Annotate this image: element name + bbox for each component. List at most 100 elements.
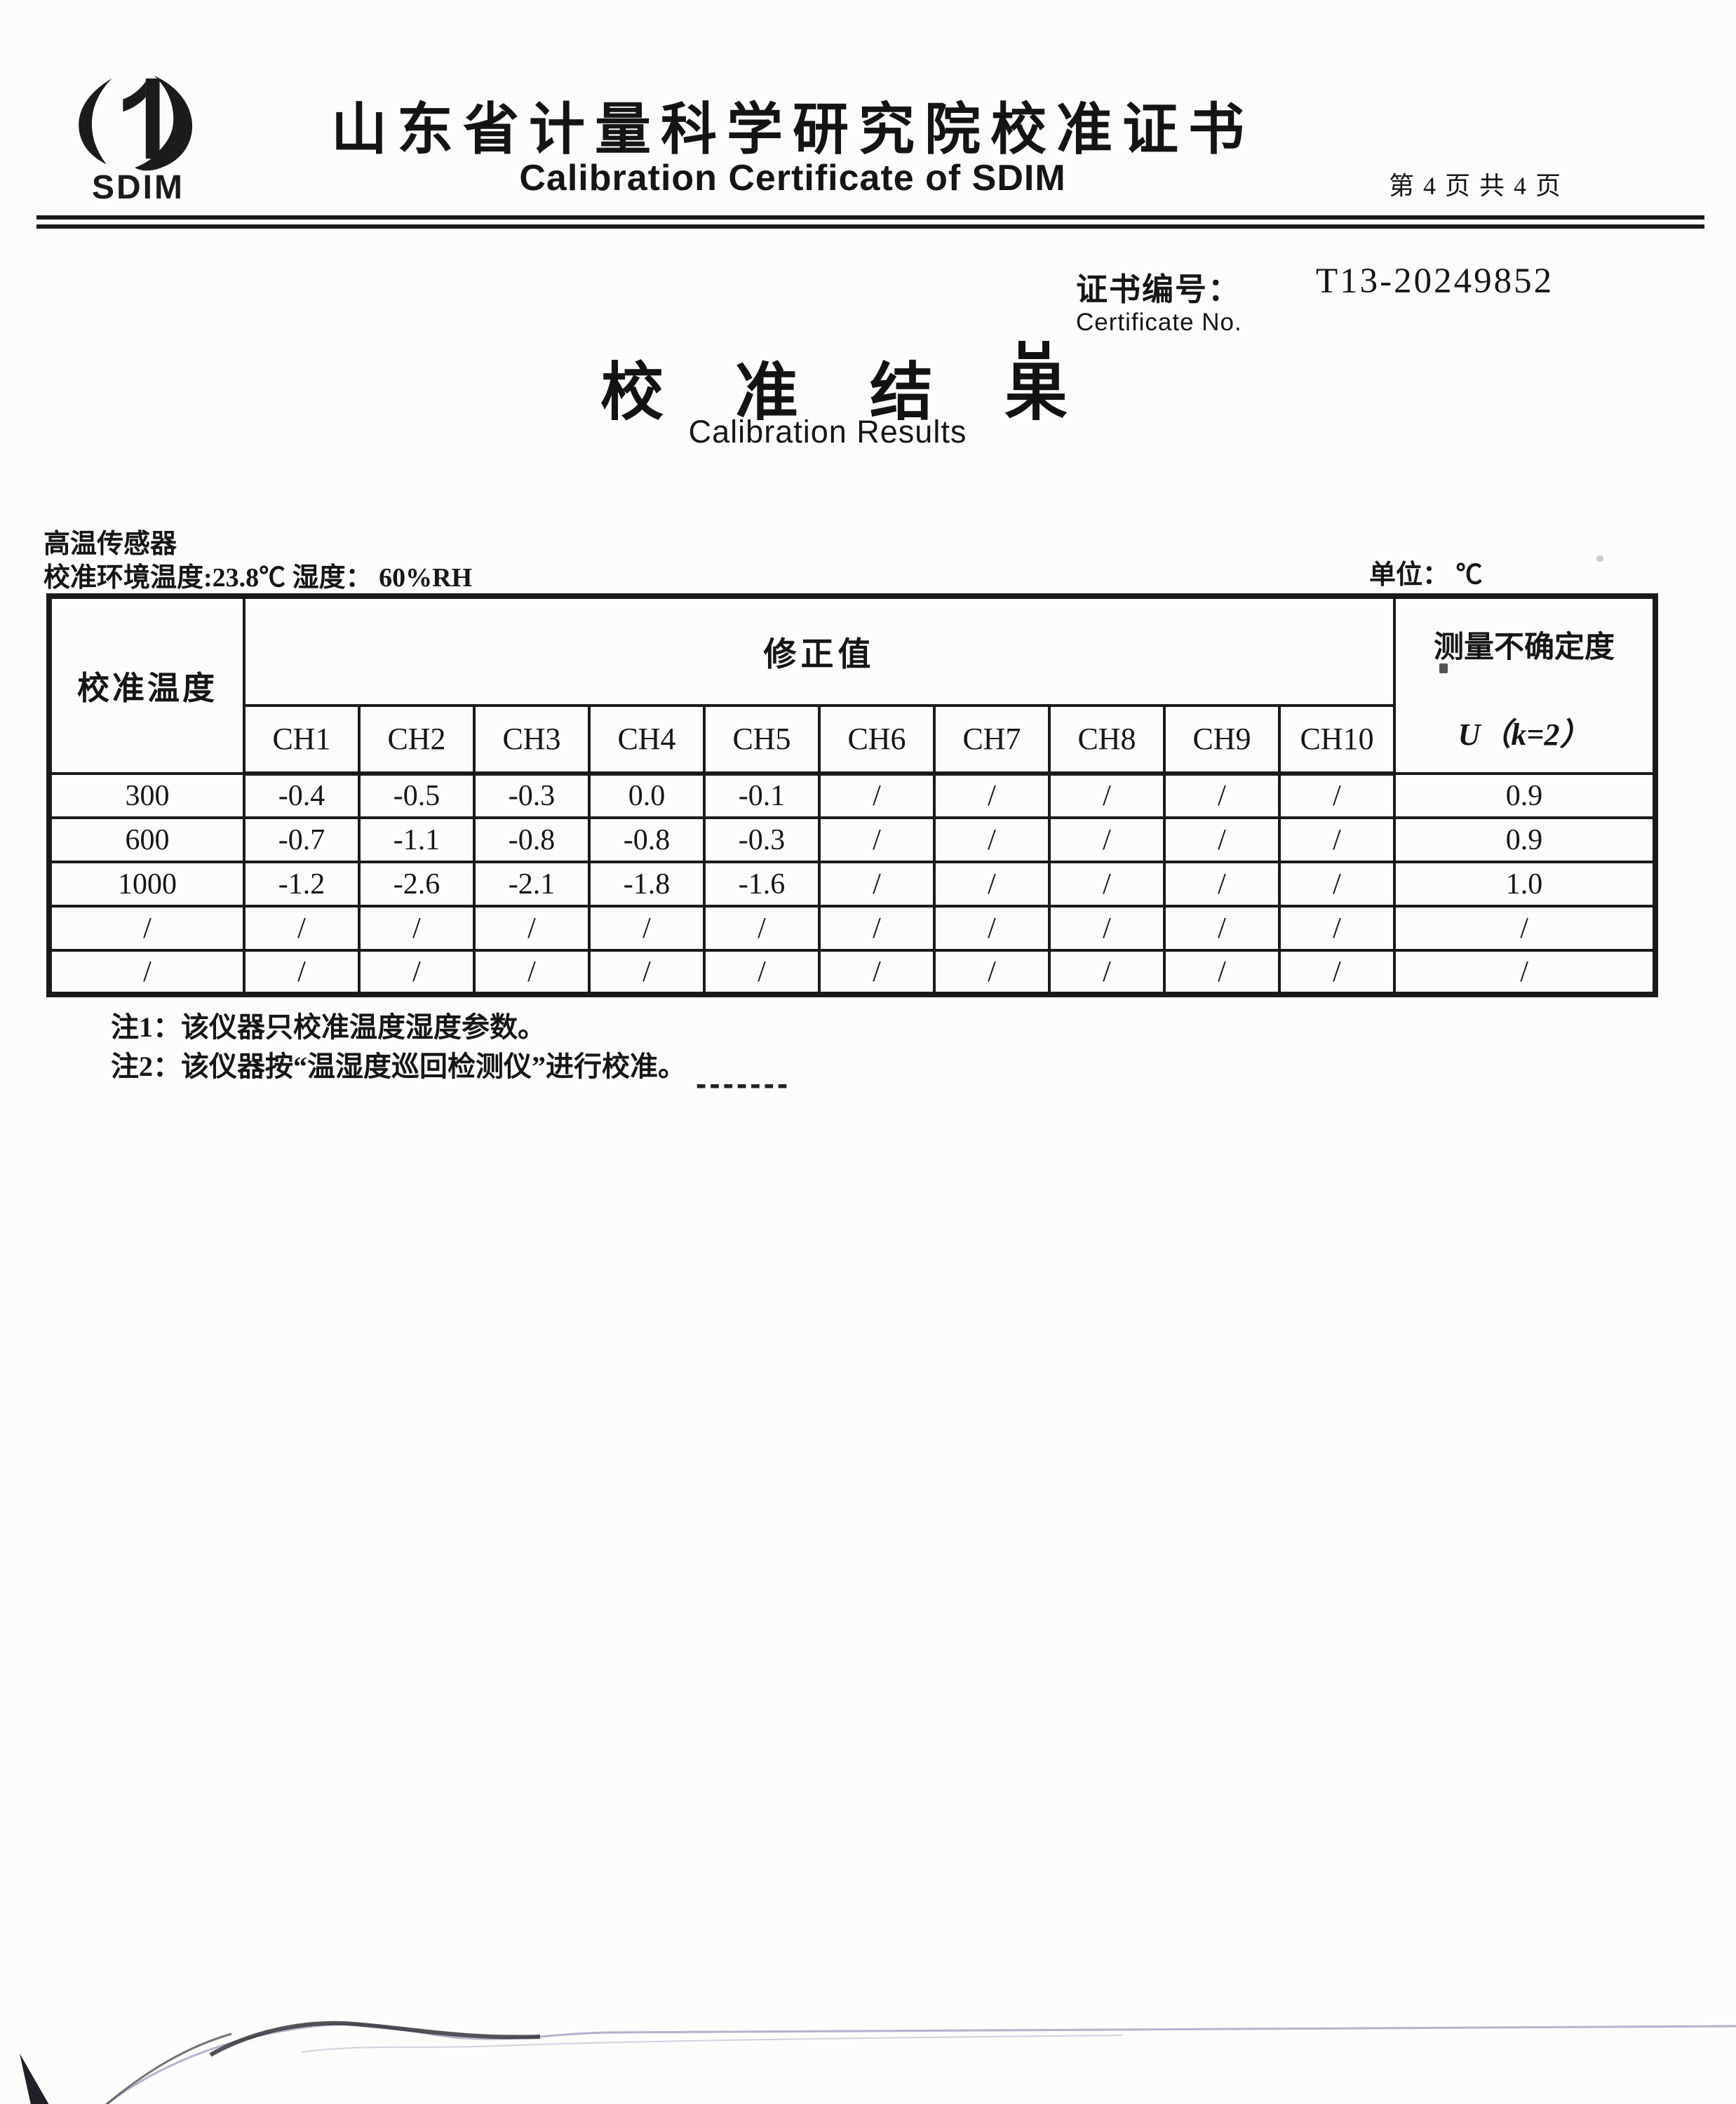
correction-cell: / [1048, 816, 1166, 863]
device-name: 高温传感器 [43, 530, 177, 559]
correction-cell: -0.1 [703, 772, 821, 819]
correction-cell: -0.3 [473, 772, 591, 819]
correction-cell: / [933, 949, 1051, 996]
correction-cell: / [473, 905, 591, 952]
end-dash-mark: ------- [696, 1065, 791, 1102]
channel-header-cell: CH6 [818, 703, 936, 776]
col-header-uncertainty: 测量不确定度 U（k=2） [1393, 595, 1657, 775]
unit-label: 单位： ℃ [1369, 560, 1483, 590]
correction-cell: / [1048, 772, 1166, 819]
uncertainty-cell: / [1393, 949, 1657, 996]
correction-cell: 0.0 [588, 772, 706, 819]
uncertainty-header-wrap: 测量不确定度 U（k=2） [1396, 599, 1653, 772]
correction-cell: / [1277, 816, 1397, 863]
table-row: / / / / / / / / / / / / [48, 949, 1657, 996]
correction-cell: / [588, 905, 706, 952]
uncertainty-label: 测量不确定度 [1434, 630, 1615, 664]
sdim-logo-icon [79, 75, 193, 171]
sdim-logo: SDIM [65, 74, 212, 207]
correction-cell: -2.1 [473, 861, 591, 908]
correction-cell: -0.8 [473, 816, 591, 863]
channel-header-cell: CH4 [588, 703, 706, 776]
correction-cell: / [1277, 861, 1397, 908]
correction-cell: -1.6 [703, 861, 821, 908]
correction-cell: / [703, 905, 821, 952]
correction-cell: / [818, 905, 936, 952]
correction-cell: / [818, 861, 936, 908]
temp-cell: 1000 [48, 861, 245, 908]
correction-cell: / [1048, 905, 1166, 952]
temp-cell: 300 [48, 772, 245, 819]
results-title-cn: 校准结果 [600, 358, 1139, 428]
correction-cell: -1.8 [588, 861, 706, 908]
correction-cell: -1.1 [358, 816, 476, 863]
temp-cell: 600 [48, 816, 245, 863]
table-row: / / / / / / / / / / / / [48, 905, 1657, 952]
correction-cell: / [358, 905, 476, 952]
uncertainty-k-label: U（k=2） [1458, 717, 1591, 752]
correction-cell: / [1163, 816, 1281, 863]
correction-cell: / [358, 949, 476, 996]
correction-cell: / [818, 816, 936, 863]
table-row: 300 -0.4 -0.5 -0.3 0.0 -0.1 / / / / / 0.… [48, 772, 1657, 819]
correction-cell: / [243, 949, 361, 996]
correction-cell: / [933, 861, 1051, 908]
correction-cell: / [1048, 861, 1166, 908]
correction-cell: / [243, 905, 361, 952]
table-row: 600 -0.7 -1.1 -0.8 -0.8 -0.3 / / / / / 0… [48, 816, 1657, 863]
header-divider-bottom [36, 224, 1704, 229]
scan-speck [1596, 555, 1603, 562]
scan-speck [1018, 341, 1049, 359]
note-2: 注2：该仪器按“温湿度巡回检测仪”进行校准。 [111, 1051, 686, 1082]
temp-cell: / [48, 905, 245, 952]
correction-cell: / [1163, 905, 1281, 952]
correction-cell: / [1277, 949, 1397, 996]
correction-cell: -1.2 [243, 861, 361, 908]
correction-cell: / [1277, 905, 1397, 952]
note-1: 注1：该仪器只校准温度湿度参数。 [111, 1011, 546, 1043]
channel-header-cell: CH8 [1048, 703, 1166, 776]
correction-cell: / [1277, 772, 1397, 819]
col-header-calibration-temp: 校准温度 [48, 595, 245, 775]
correction-cell: / [473, 949, 591, 996]
channel-header-cell: CH5 [703, 703, 821, 776]
correction-cell: / [818, 772, 936, 819]
uncertainty-cell: 0.9 [1393, 772, 1657, 819]
scan-edge-artifact [20, 2021, 1736, 2104]
channel-header-cell: CH9 [1163, 703, 1281, 776]
certificate-no-label-en: Certificate No. [1076, 309, 1242, 336]
correction-cell: / [933, 816, 1051, 863]
header-divider-top [36, 215, 1704, 220]
page-number: 第 4 页 共 4 页 [1389, 172, 1563, 200]
certificate-no-label-cn: 证书编号： [1076, 272, 1242, 307]
correction-cell: -0.5 [358, 772, 476, 819]
certificate-number: T13-20249852 [1316, 262, 1554, 301]
correction-cell: / [1163, 861, 1281, 908]
channel-header-cell: CH10 [1277, 703, 1397, 776]
calibration-results-table: 校准温度 修正值 测量不确定度 U（k=2） CH1 CH2 CH3 CH4 C… [46, 593, 1659, 997]
correction-cell: -2.6 [358, 861, 476, 908]
table-row: 1000 -1.2 -2.6 -2.1 -1.8 -1.6 / / / / / … [48, 861, 1657, 908]
channel-header-cell: CH2 [358, 703, 476, 776]
correction-cell: / [933, 772, 1051, 819]
channel-header-cell: CH3 [473, 703, 591, 776]
environment-conditions: 校准环境温度:23.8℃ 湿度： 60%RH [43, 563, 473, 593]
channel-header-cell: CH7 [933, 703, 1051, 776]
correction-cell: / [1163, 949, 1281, 996]
results-title-en: Calibration Results [688, 414, 967, 450]
correction-cell: / [1163, 772, 1281, 819]
uncertainty-cell: / [1393, 905, 1657, 952]
col-header-correction: 修正值 [242, 595, 1397, 707]
correction-cell: / [933, 905, 1051, 952]
sdim-logo-text: SDIM [92, 169, 184, 206]
correction-cell: -0.7 [243, 816, 361, 863]
temp-cell: / [48, 949, 245, 996]
channel-header-cell: CH1 [243, 703, 361, 776]
correction-cell: / [1048, 949, 1166, 996]
correction-cell: / [703, 949, 821, 996]
uncertainty-cell: 0.9 [1393, 816, 1657, 863]
uncertainty-cell: 1.0 [1393, 861, 1657, 908]
correction-cell: -0.4 [243, 772, 361, 819]
page-title-cn: 山东省计量科学研究院校准证书 [331, 98, 1254, 161]
